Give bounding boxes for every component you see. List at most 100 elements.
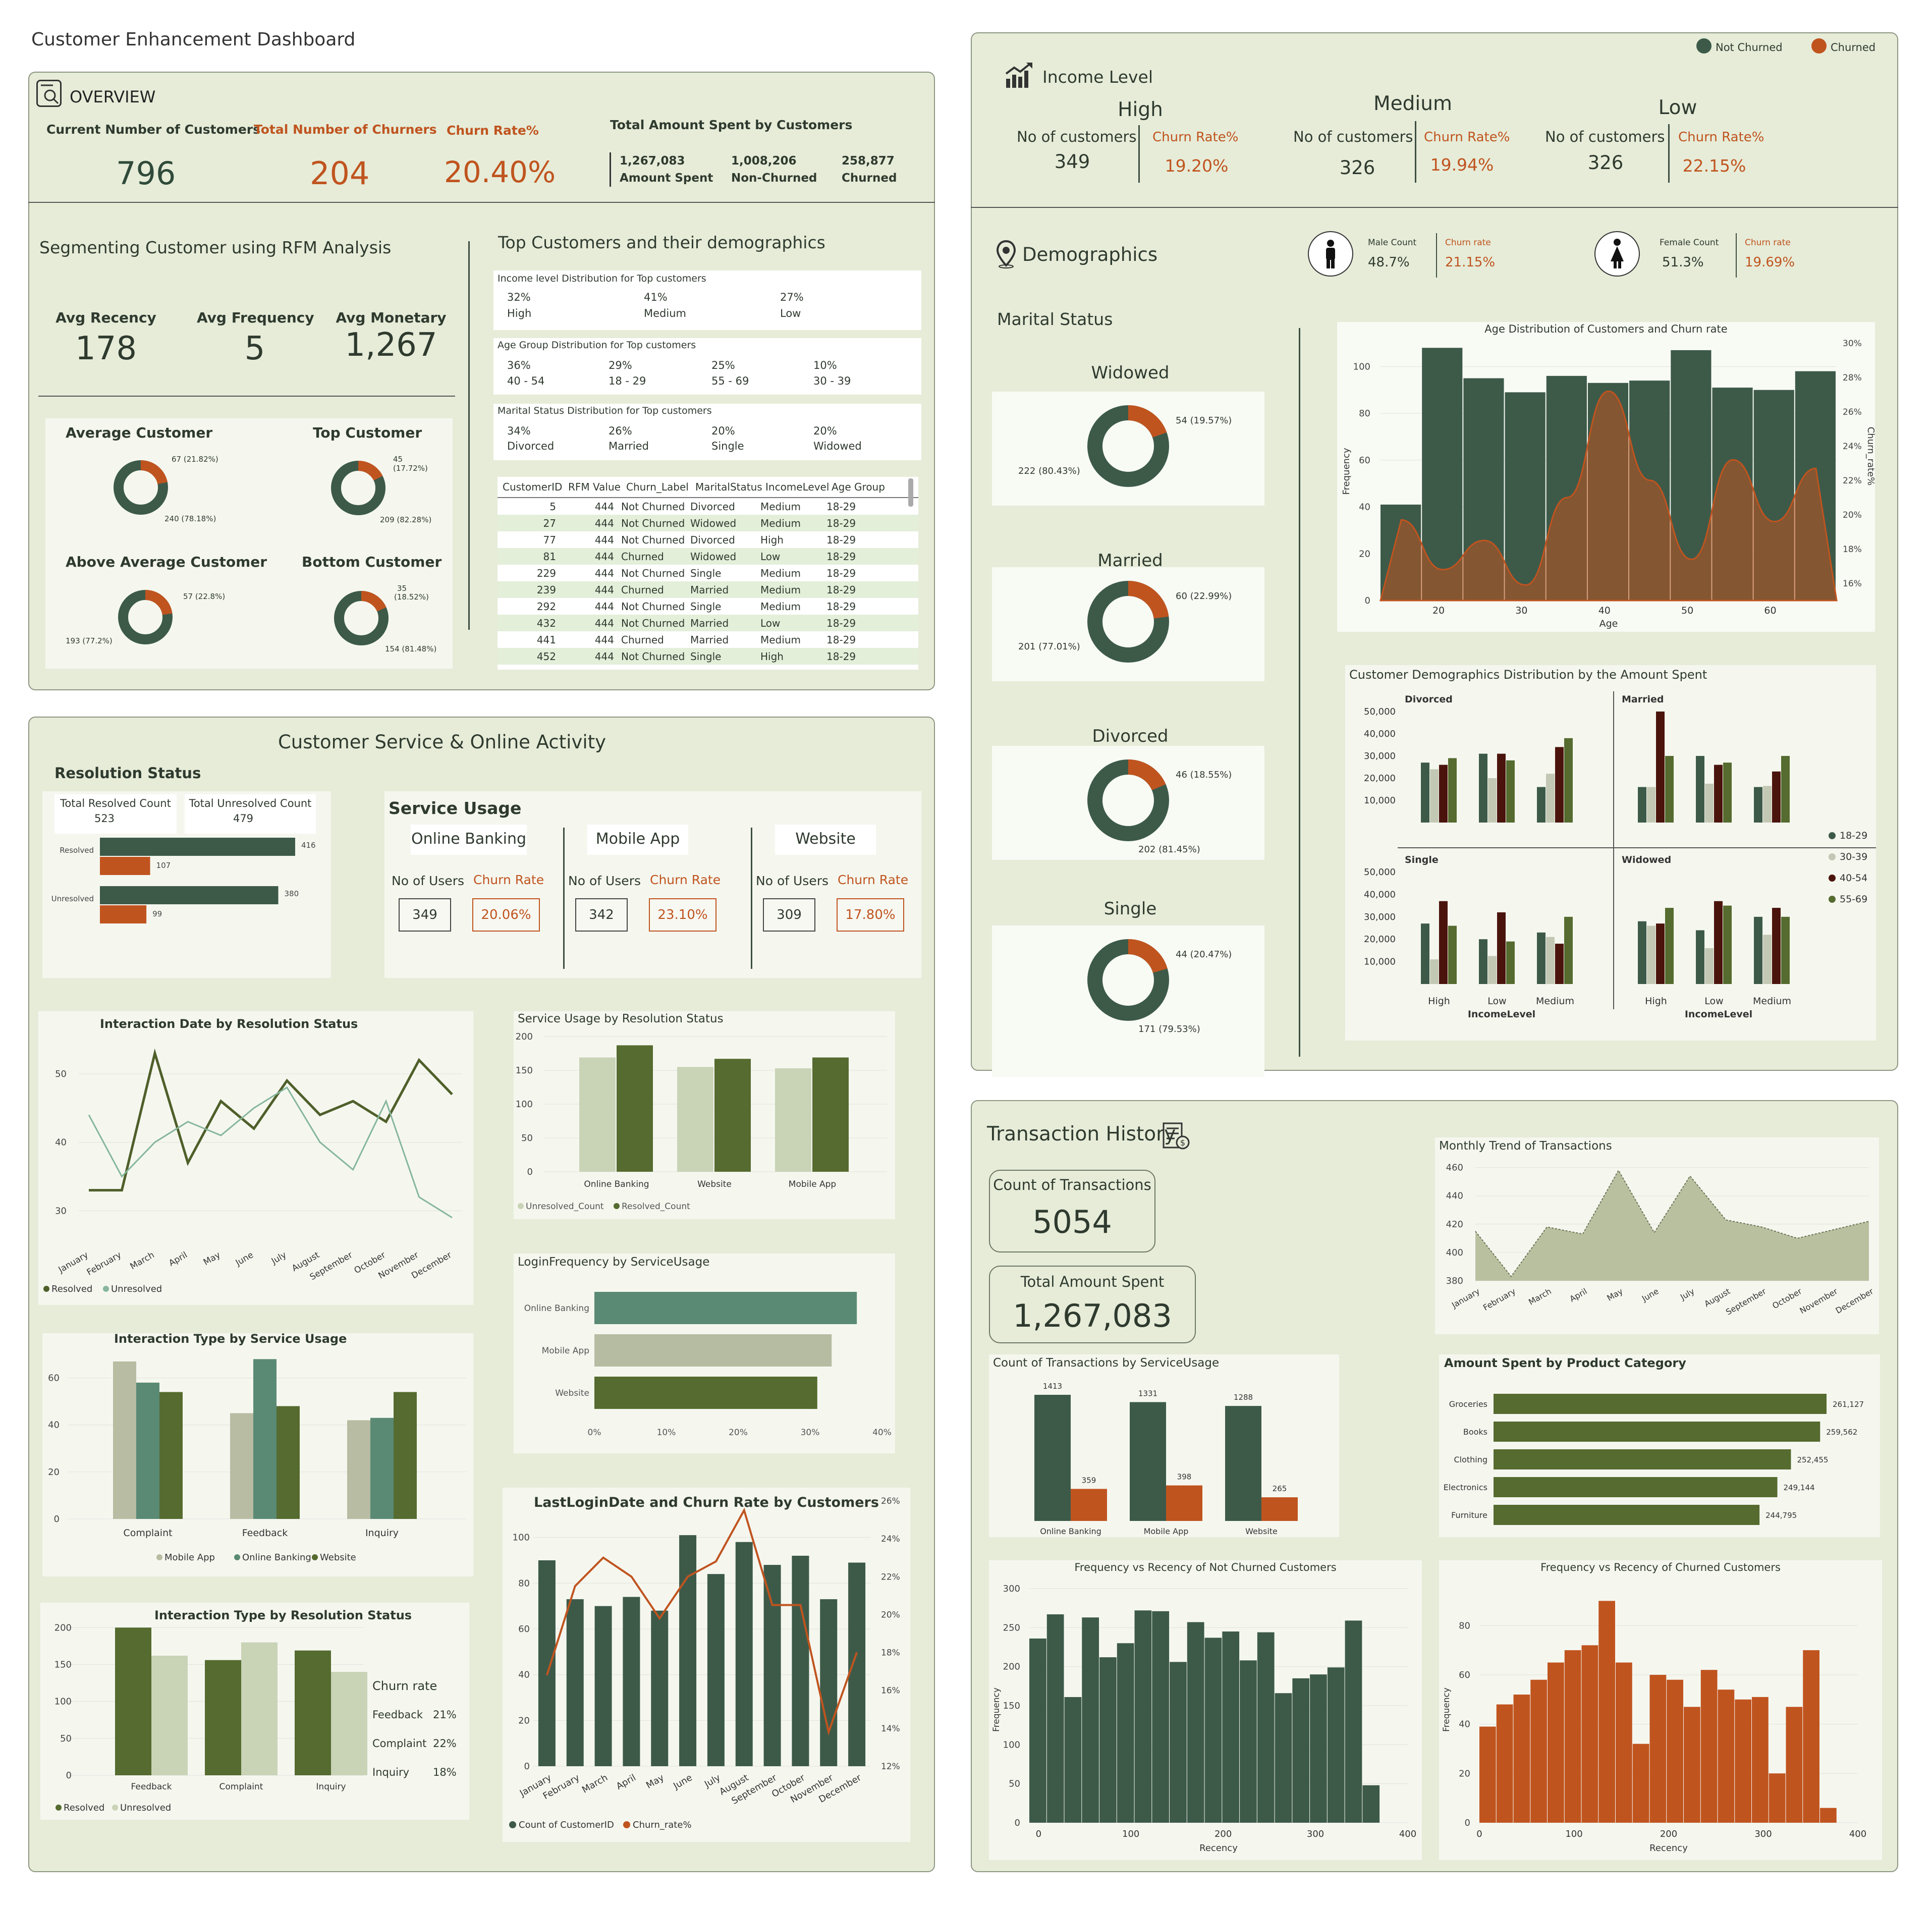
donut-churned-arc: [140, 460, 168, 484]
segment-top-title: Top Customer: [313, 424, 422, 441]
table-row[interactable]: 441 444 Churned Married Medium 18-29: [498, 631, 918, 648]
bar: [1488, 956, 1497, 984]
table-cell: Churned: [621, 583, 664, 596]
res-bar-main: [100, 886, 279, 904]
segment-bottom-not-churned: 154 (81.48%): [385, 644, 437, 653]
table-row[interactable]: 292 444 Not Churned Single Medium 18-29: [498, 598, 918, 615]
amount-spent-value: 1,267,083: [620, 154, 685, 168]
table-cell: 18-29: [826, 533, 856, 546]
x-tick-label: July: [269, 1250, 288, 1267]
legend-label: 40-54: [1840, 873, 1867, 884]
marital-3-pct: 20%: [711, 425, 735, 437]
bar: [1763, 935, 1772, 984]
x-tick-label: February: [1481, 1286, 1517, 1313]
legend-dot: [614, 1203, 620, 1209]
table-scrollbar[interactable]: [908, 478, 913, 507]
y-tick-label: 40: [1359, 502, 1370, 513]
login-frequency-title: LoginFrequency by ServiceUsage: [518, 1256, 710, 1269]
amount-spent-label: Amount Spent: [620, 172, 713, 185]
chart-growth-icon: [1004, 62, 1034, 91]
histogram-bar: [1117, 1643, 1134, 1823]
bar: [1555, 944, 1564, 984]
avg-monetary-label: Avg Monetary: [336, 309, 447, 326]
rfm-divider: [38, 396, 455, 397]
x-tick-label: Website: [697, 1179, 732, 1189]
legend-label: Resolved_Count: [622, 1202, 690, 1212]
table-header-row: CustomerID RFM Value Churn_Label Marital…: [498, 477, 918, 498]
resolved-count-value: 523: [94, 812, 115, 825]
th-marital[interactable]: MaritalStatus: [695, 481, 762, 493]
th-income[interactable]: IncomeLevel: [765, 481, 830, 493]
segment-average-not-churned: 240 (78.18%): [164, 514, 216, 523]
x-tick-label: 30: [1515, 605, 1527, 616]
histogram-bar: [1257, 1632, 1275, 1823]
table-row[interactable]: 27 444 Not Churned Widowed Medium 18-29: [498, 515, 918, 531]
bar: [1696, 930, 1704, 984]
table-cell: Medium: [760, 583, 801, 596]
bar: [1723, 905, 1732, 984]
x-tick-label: February: [85, 1250, 123, 1278]
table-cell: Not Churned: [621, 600, 685, 613]
table-row[interactable]: 5 444 Not Churned Divorced Medium 18-29: [498, 498, 918, 515]
table-row[interactable]: 77 444 Not Churned Divorced High 18-29: [498, 531, 918, 548]
bar: [735, 1542, 753, 1766]
x-tick-label: High: [1428, 996, 1450, 1007]
rfm-topcust-divider: [468, 241, 470, 630]
service-name: Online Banking: [411, 830, 527, 848]
panel-title: Single: [1405, 854, 1439, 865]
histogram-bar: [1327, 1667, 1345, 1823]
th-churn[interactable]: Churn_Label: [626, 481, 689, 493]
th-customerid[interactable]: CustomerID: [503, 481, 563, 493]
y-tick-label: Online Banking: [524, 1303, 589, 1314]
marital-name: Divorced: [1092, 726, 1169, 746]
x-tick-label: 20%: [729, 1428, 748, 1438]
table-row[interactable]: 432 444 Not Churned Married Low 18-29: [498, 615, 918, 631]
table-row[interactable]: 81 444 Churned Widowed Low 18-29: [498, 548, 918, 565]
income-high-count-label: No of customers: [1017, 128, 1137, 145]
segment-above-title: Above Average Customer: [66, 554, 267, 570]
y-tick-label: 300: [1003, 1584, 1020, 1594]
table-row[interactable]: 239 444 Churned Married Medium 18-29: [498, 581, 918, 598]
bar: [1225, 1406, 1261, 1521]
x-axis-label: IncomeLevel: [1685, 1009, 1752, 1020]
bar: [820, 1599, 838, 1766]
marital-status-title: Marital Status: [997, 309, 1113, 329]
y2-tick-label: 16%: [881, 1686, 900, 1696]
bar: [1034, 1395, 1071, 1521]
y-tick-label: 0: [1365, 595, 1370, 606]
segment-bottom-title: Bottom Customer: [302, 554, 442, 570]
donut-churned-arc: [145, 590, 173, 615]
y2-tick-label: 24%: [881, 1534, 900, 1544]
panel-title: Divorced: [1405, 694, 1453, 705]
donut-churned-arc: [1128, 581, 1169, 619]
y-tick-label: 0: [1465, 1818, 1470, 1828]
table-row[interactable]: 452 444 Not Churned Single High 18-29: [498, 648, 918, 665]
service-churn-value: 23.10%: [649, 898, 716, 932]
bar: [1494, 1449, 1791, 1469]
bar: [1705, 948, 1714, 984]
th-age[interactable]: Age Group: [832, 481, 885, 493]
histogram-bar: [1786, 1707, 1803, 1823]
y-tick-label: 440: [1446, 1191, 1463, 1202]
top-customers-table[interactable]: CustomerID RFM Value Churn_Label Marital…: [498, 477, 918, 670]
th-rfm[interactable]: RFM Value: [568, 481, 621, 493]
y2-tick-label: 16%: [1843, 579, 1862, 589]
table-cell: 77: [543, 533, 556, 546]
service-users-value: 309: [763, 898, 815, 932]
x-tick-label: Medium: [1753, 996, 1791, 1007]
histogram-bar: [1204, 1638, 1222, 1823]
transaction-title: Transaction History: [987, 1123, 1176, 1146]
product-category-chart: Groceries 261,127 Books 259,562 Clothing 252,…: [1444, 1394, 1864, 1525]
table-cell: 444: [594, 650, 614, 663]
bar: [331, 1672, 367, 1775]
y-tick-label: 50: [1009, 1779, 1020, 1789]
table-row[interactable]: 229 444 Not Churned Single Medium 18-29: [498, 565, 918, 581]
segment-average-churned: 67 (21.82%): [172, 455, 218, 464]
bar: [1494, 1394, 1827, 1414]
res-bar-churn: [100, 905, 147, 923]
bar: [775, 1068, 811, 1172]
churn-complaint-value: 22%: [433, 1737, 457, 1750]
marital-churned-label: 60 (22.99%): [1176, 591, 1232, 602]
histogram-bar: [1632, 1743, 1649, 1823]
y-axis-label: Frequency: [1442, 1687, 1452, 1732]
